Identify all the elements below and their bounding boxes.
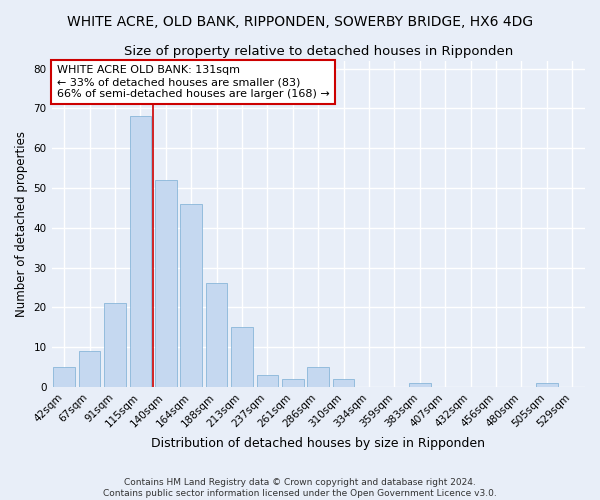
Bar: [536, 383, 557, 387]
Title: Size of property relative to detached houses in Ripponden: Size of property relative to detached ho…: [124, 45, 513, 58]
Bar: [409, 383, 431, 387]
Bar: [181, 204, 202, 387]
Bar: [53, 367, 75, 387]
Bar: [231, 327, 253, 387]
Text: Contains HM Land Registry data © Crown copyright and database right 2024.
Contai: Contains HM Land Registry data © Crown c…: [103, 478, 497, 498]
Bar: [155, 180, 176, 387]
Text: WHITE ACRE, OLD BANK, RIPPONDEN, SOWERBY BRIDGE, HX6 4DG: WHITE ACRE, OLD BANK, RIPPONDEN, SOWERBY…: [67, 15, 533, 29]
Bar: [206, 284, 227, 387]
X-axis label: Distribution of detached houses by size in Ripponden: Distribution of detached houses by size …: [151, 437, 485, 450]
Bar: [307, 367, 329, 387]
Bar: [130, 116, 151, 387]
Bar: [104, 304, 126, 387]
Y-axis label: Number of detached properties: Number of detached properties: [15, 131, 28, 317]
Bar: [79, 351, 100, 387]
Bar: [333, 379, 355, 387]
Bar: [257, 375, 278, 387]
Bar: [282, 379, 304, 387]
Text: WHITE ACRE OLD BANK: 131sqm
← 33% of detached houses are smaller (83)
66% of sem: WHITE ACRE OLD BANK: 131sqm ← 33% of det…: [57, 66, 329, 98]
